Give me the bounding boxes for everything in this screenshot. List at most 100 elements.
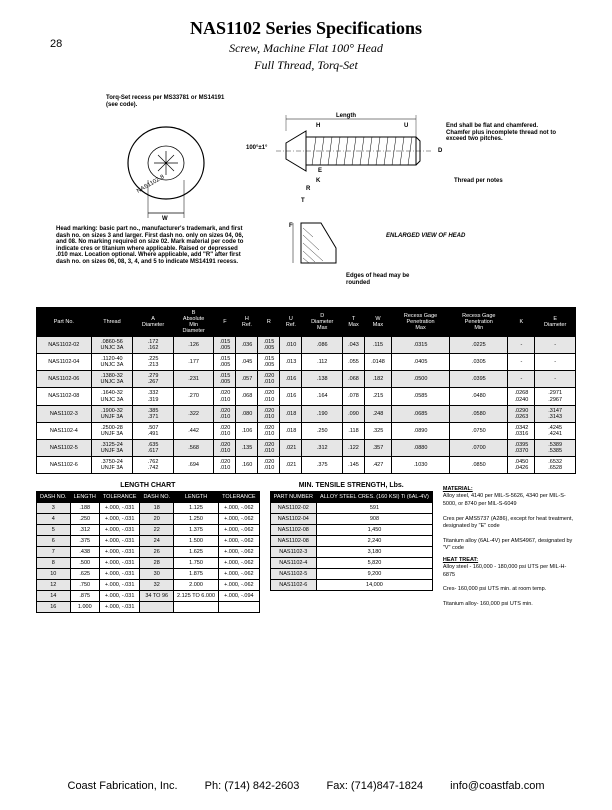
- table-cell: .018: [280, 405, 302, 422]
- table-cell: 1.750: [174, 557, 219, 568]
- table-header: TOLERANCE: [219, 491, 260, 502]
- table-cell: .0268.0240: [508, 388, 535, 405]
- table-cell: .015.005: [214, 371, 236, 388]
- table-cell: -: [535, 371, 576, 388]
- table-cell: +.000, -.031: [99, 579, 140, 590]
- table-cell: .0890: [391, 422, 449, 439]
- table-row: 161.000+.000, -.031: [37, 601, 260, 612]
- table-cell: .248: [365, 405, 392, 422]
- table-cell: .126: [173, 337, 214, 354]
- table-cell: NAS1102-02: [37, 337, 92, 354]
- table-cell: 16: [37, 601, 71, 612]
- table-cell: 7: [37, 546, 71, 557]
- table-cell: .500: [70, 557, 99, 568]
- table-cell: .188: [70, 502, 99, 513]
- table-cell: +.000, -.062: [219, 524, 260, 535]
- table-cell: NAS1102-6: [37, 456, 92, 473]
- table-cell: 1.000: [70, 601, 99, 612]
- table-row: 4.250+.000, -.031201.250+.000, -.062: [37, 513, 260, 524]
- table-cell: 10: [37, 568, 71, 579]
- footer-phone: Ph: (714) 842-2603: [205, 780, 300, 792]
- label-w: W: [162, 216, 168, 223]
- table-header: F: [214, 308, 236, 337]
- footer-email: info@coastfab.com: [450, 780, 544, 792]
- label-d: D: [438, 148, 442, 155]
- table-cell: .0395: [450, 371, 508, 388]
- note-torq-set: Torq-Set recess per MS33781 or MS14191 (…: [106, 95, 226, 108]
- table-cell: .190: [302, 405, 343, 422]
- svg-text:NAS1102-8: NAS1102-8: [136, 174, 166, 195]
- table-cell: .322: [173, 405, 214, 422]
- table-cell: +.000, -.062: [219, 568, 260, 579]
- table-cell: +.000, -.062: [219, 579, 260, 590]
- table-row: NAS1102-08.1640-32UNJC 3A.332.319.270.02…: [37, 388, 576, 405]
- table-row: NAS1102-02591: [270, 502, 432, 513]
- table-cell: NAS1102-6: [270, 579, 316, 590]
- table-cell: 1.250: [174, 513, 219, 524]
- material-notes: MATERIAL: Alloy steel, 4140 per MIL-S-56…: [443, 482, 576, 613]
- table-cell: .020.010: [258, 422, 280, 439]
- table-cell: .3750-24UNJF 3A: [91, 456, 133, 473]
- table-cell: .2500-28UNJF 3A: [91, 422, 133, 439]
- label-angle: 100°±1°: [246, 145, 267, 152]
- table-cell: -: [508, 371, 535, 388]
- length-chart-title: LENGTH CHART: [36, 482, 260, 489]
- table-cell: 5: [37, 524, 71, 535]
- page-footer: Coast Fabrication, Inc. Ph: (714) 842-26…: [0, 780, 612, 792]
- table-cell: .020.010: [258, 388, 280, 405]
- table-row: NAS1102-081,450: [270, 524, 432, 535]
- table-cell: -: [535, 337, 576, 354]
- spec-table: Part No.ThreadADiameterBAbsoluteMinDiame…: [36, 307, 576, 474]
- table-cell: .018: [280, 422, 302, 439]
- table-cell: +.000, -.031: [99, 524, 140, 535]
- footer-fax: Fax: (714)847-1824: [326, 780, 423, 792]
- title-block: NAS1102 Series Specifications Screw, Mac…: [0, 18, 612, 73]
- note-thread: Thread per notes: [454, 178, 503, 185]
- table-row: NAS1102-06.1380-32UNJC 3A.279.267.231.01…: [37, 371, 576, 388]
- page-number: 28: [50, 38, 62, 50]
- table-cell: .090: [343, 405, 365, 422]
- table-cell: .875: [70, 590, 99, 601]
- diagram-svg: NAS1102-8: [46, 83, 566, 303]
- table-cell: .020.010: [214, 422, 236, 439]
- label-f: F: [289, 223, 293, 230]
- table-cell: NAS1102-04: [270, 513, 316, 524]
- table-cell: [174, 601, 219, 612]
- label-e: E: [318, 168, 322, 175]
- table-header: K: [508, 308, 535, 337]
- table-cell: .0290.0263: [508, 405, 535, 422]
- table-row: NAS1102-33,180: [270, 546, 432, 557]
- table-cell: -: [508, 354, 535, 371]
- note-edges: Edges of head may be rounded: [346, 273, 416, 286]
- table-cell: .013: [280, 354, 302, 371]
- table-cell: NAS1102-4: [270, 557, 316, 568]
- table-cell: .078: [343, 388, 365, 405]
- table-cell: .118: [343, 422, 365, 439]
- subtitle-2: Full Thread, Torq-Set: [0, 58, 612, 73]
- heat-treat-note-1: Alloy steel - 160,000 - 180,000 psi UTS …: [443, 564, 576, 579]
- table-cell: .625: [70, 568, 99, 579]
- label-k: K: [316, 178, 320, 185]
- table-cell: .068: [236, 388, 258, 405]
- table-cell: .0580: [450, 405, 508, 422]
- table-header: HRef.: [236, 308, 258, 337]
- table-row: NAS1102-4.2500-28UNJF 3A.507.491.442.020…: [37, 422, 576, 439]
- table-cell: NAS1102-02: [270, 502, 316, 513]
- table-row: 10.625+.000, -.031301.875+.000, -.062: [37, 568, 260, 579]
- table-cell: .762.742: [133, 456, 174, 473]
- table-cell: .0880: [391, 439, 449, 456]
- table-cell: NAS1102-08: [37, 388, 92, 405]
- table-cell: .021: [280, 439, 302, 456]
- table-header: ADiameter: [133, 308, 174, 337]
- table-cell: .1030: [391, 456, 449, 473]
- table-cell: +.000, -.062: [219, 513, 260, 524]
- table-cell: .750: [70, 579, 99, 590]
- table-cell: .055: [343, 354, 365, 371]
- table-cell: NAS1102-3: [37, 405, 92, 422]
- table-cell: 1.625: [174, 546, 219, 557]
- table-cell: 1.500: [174, 535, 219, 546]
- table-cell: +.000, -.031: [99, 557, 140, 568]
- table-cell: +.000, -.062: [219, 546, 260, 557]
- length-chart-block: LENGTH CHART DASH NO.LENGTHTOLERANCEDASH…: [36, 482, 260, 613]
- table-cell: NAS1102-06: [37, 371, 92, 388]
